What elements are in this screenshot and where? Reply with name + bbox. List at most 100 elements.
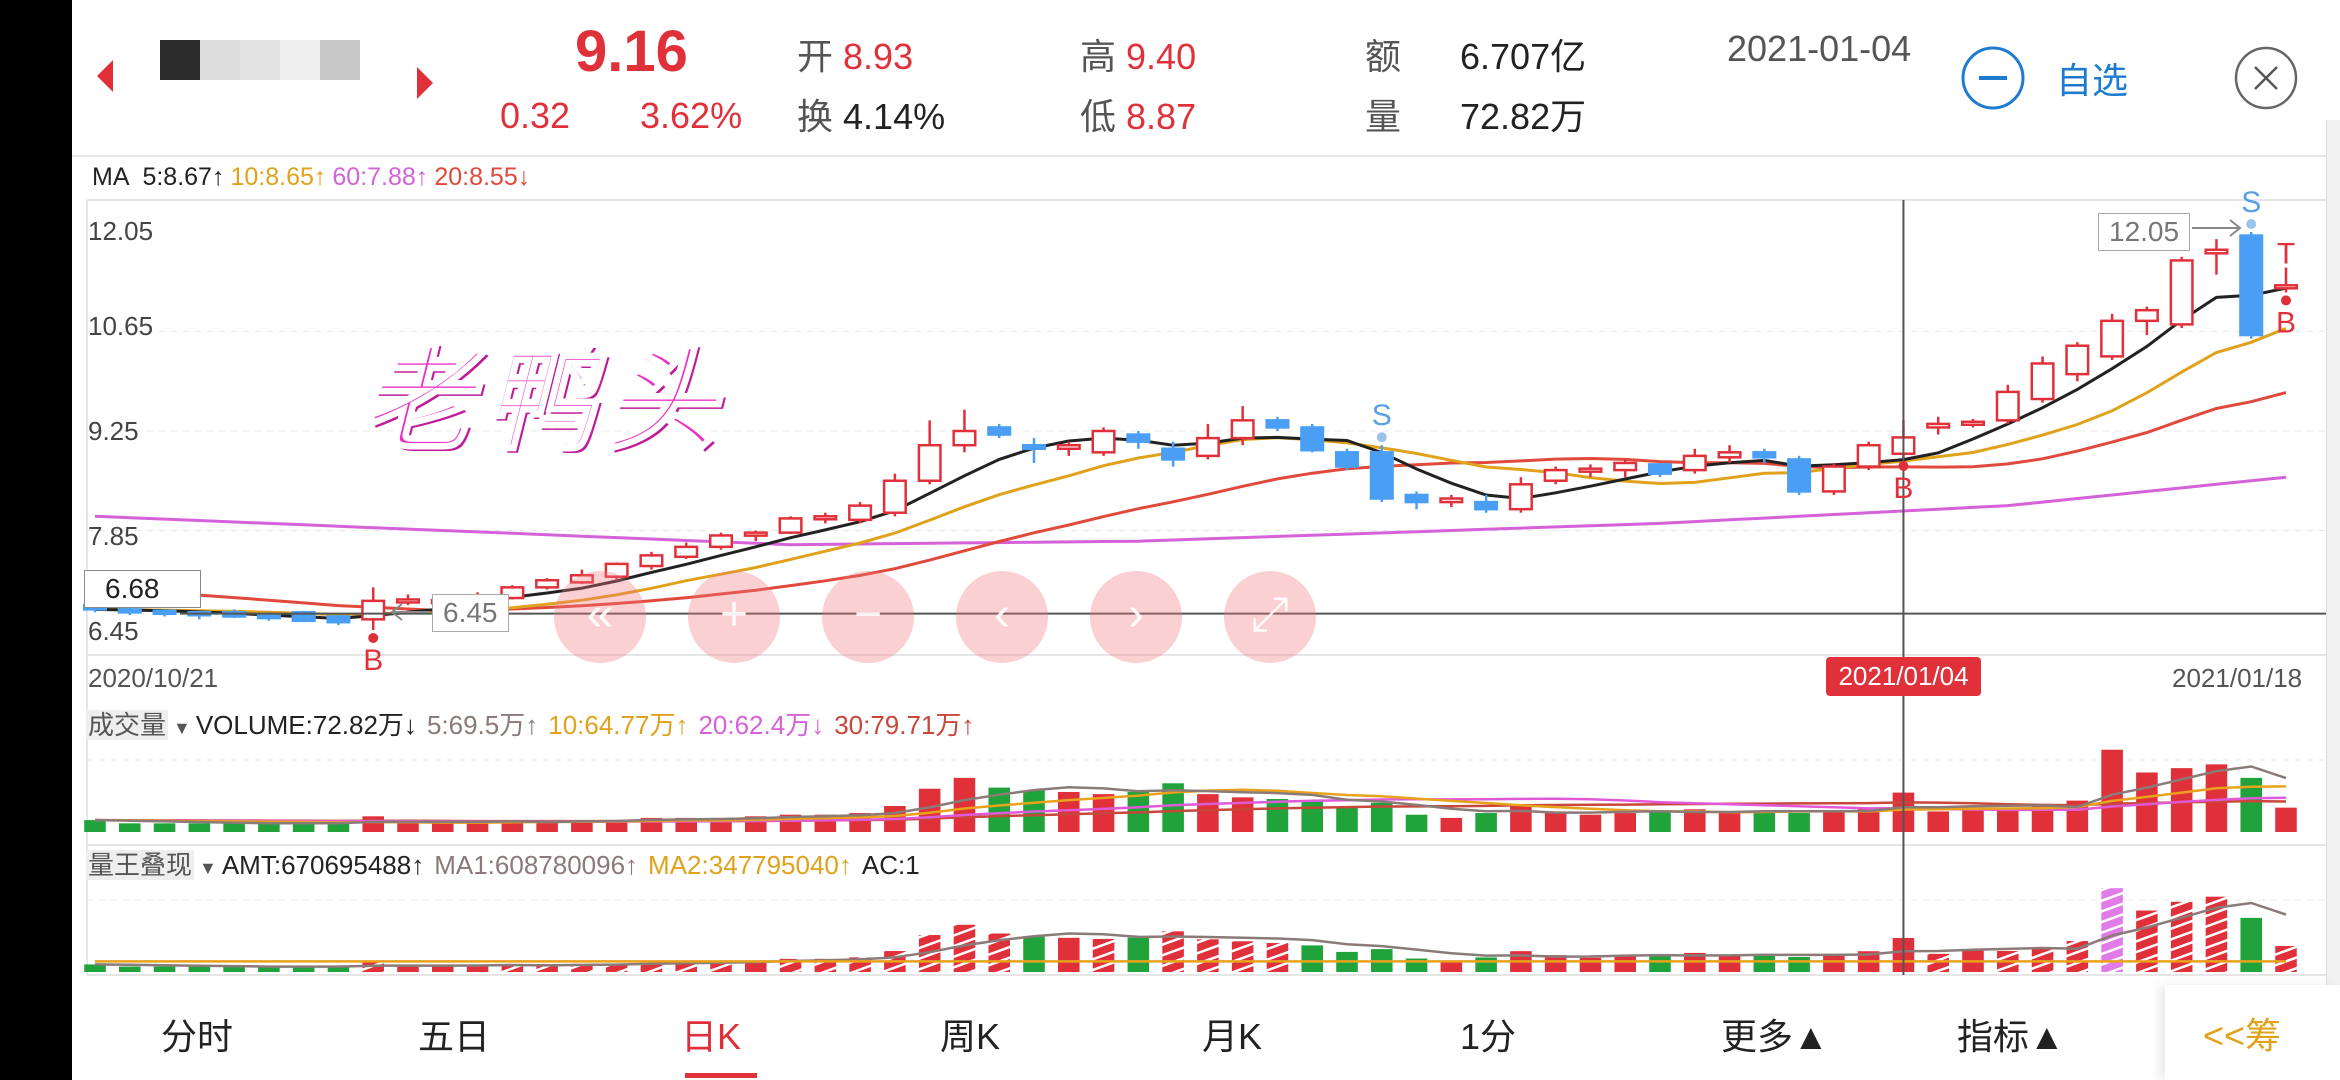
buy-signal-label: B (2276, 306, 2296, 339)
candle-body (2065, 344, 2090, 376)
amount-label: 额 (1365, 36, 1402, 77)
price-axis-label: 6.45 (88, 616, 139, 646)
candle-body (1195, 436, 1220, 458)
candle-body (1404, 493, 1429, 504)
turnover-label: 换 (797, 96, 834, 137)
scroll-left-button[interactable]: ‹ (956, 571, 1048, 663)
candle (2100, 313, 2125, 360)
ma60-line (94, 475, 2287, 547)
volume-bar (536, 820, 558, 832)
amt-bar (953, 924, 976, 972)
zoom-in-button[interactable]: + (688, 571, 780, 663)
volume-bar (188, 823, 211, 832)
candle-body (813, 515, 838, 521)
sell-signal-dot (1376, 432, 1387, 443)
volume-bar (1475, 813, 1497, 832)
candle-body (1300, 426, 1325, 452)
high-marker-arrow (2192, 219, 2242, 237)
volume-bar (2170, 768, 2193, 832)
scroll-start-button[interactable]: « (554, 571, 646, 663)
close-circle-icon[interactable] (2233, 45, 2299, 111)
candle (1682, 448, 1707, 474)
tab-1[interactable]: 五日 (418, 1016, 491, 1057)
price-axis-label: 10.65 (88, 311, 154, 341)
amt-bar (675, 961, 698, 972)
candle-body (2030, 362, 2055, 401)
candle-body (1926, 422, 1951, 429)
dropdown-icon[interactable]: ▼ (194, 858, 222, 878)
volume-bar (2031, 806, 2054, 832)
candle (152, 609, 177, 617)
candle-body (2239, 234, 2264, 337)
amt-bar (2136, 910, 2158, 972)
amt-bar (2240, 917, 2263, 972)
amt-bar (1753, 954, 1776, 972)
candle (117, 607, 142, 616)
overlay-title: 老鸭头 (359, 337, 726, 465)
indicator-legend-item: 30:79.71万↑ (834, 710, 975, 740)
tab-2[interactable]: 日K (681, 1016, 742, 1057)
volume-bar (1510, 806, 1532, 832)
amt-bar (1649, 955, 1671, 972)
chip-label: <<筹 (2203, 1015, 2282, 1056)
scroll-right-button[interactable]: › (1090, 571, 1182, 663)
candle (778, 516, 803, 535)
indicator-legend-item: 10:64.77万↑ (548, 710, 689, 740)
price-axis-label: 12.05 (88, 216, 154, 246)
amt-bar (918, 935, 941, 972)
volume-bar (988, 787, 1011, 832)
watchlist-toggle-button[interactable]: 自选 (1960, 45, 2128, 111)
amt-bar (1927, 953, 1950, 972)
volume-value: 72.82万 (1460, 96, 1587, 137)
low-label: 低 (1080, 96, 1117, 137)
tab-6[interactable]: 更多▲ (1721, 1016, 1829, 1057)
volume-bar (1788, 813, 1810, 832)
dropdown-icon[interactable]: ▼ (168, 718, 196, 738)
volume-bar (1197, 794, 1219, 832)
amt-indicator-selector[interactable]: 量王叠现 (86, 850, 195, 880)
amt-bar (605, 964, 628, 972)
indicator-legend-item: 5:69.5万↑ (426, 710, 539, 740)
candle-body (152, 609, 177, 616)
candle (291, 610, 316, 623)
candle (604, 562, 629, 581)
volume-bar (118, 823, 141, 832)
candle (2169, 256, 2194, 328)
candle-body (291, 610, 316, 623)
zoom-out-button[interactable]: − (822, 571, 914, 663)
volume-bar (2275, 807, 2297, 832)
rotate-button[interactable]: ⤢ (1224, 571, 1316, 663)
low-value: 8.87 (1126, 96, 1197, 137)
candle-body (2204, 248, 2229, 255)
volume-bar (2240, 777, 2263, 832)
chip-panel-button[interactable]: <<筹 (2165, 985, 2340, 1080)
tab-0[interactable]: 分时 (161, 1016, 234, 1057)
candle (395, 594, 421, 606)
scrollbar[interactable] (2326, 120, 2340, 1080)
triangle-right-icon[interactable] (415, 65, 435, 101)
indicator-legend-item: 20:62.4万↓ (698, 710, 825, 740)
price-axis-label: 9.25 (88, 416, 139, 446)
candle-body (1334, 451, 1360, 468)
tab-4[interactable]: 月K (1202, 1016, 1263, 1057)
volume-bar (2101, 749, 2123, 832)
candle (882, 473, 907, 517)
volume-indicator-selector[interactable]: 成交量 (86, 710, 169, 740)
candle-body (848, 504, 873, 522)
amt-bar (188, 966, 211, 972)
triangle-left-icon[interactable] (95, 58, 115, 94)
volume-bar (292, 823, 315, 832)
tab-7[interactable]: 指标▲ (1957, 1016, 2065, 1057)
volume-bar (1649, 811, 1671, 832)
tab-3[interactable]: 周K (940, 1016, 1001, 1057)
amt-bar (1788, 956, 1810, 972)
tab-5[interactable]: 1分 (1460, 1016, 1517, 1057)
amt-bar (1023, 936, 1045, 972)
candle (2239, 232, 2264, 339)
candle-body (708, 534, 734, 549)
candle-body (743, 531, 768, 537)
candle (2273, 267, 2299, 293)
volume-bar (1962, 807, 1984, 832)
amt-bar (1440, 960, 1463, 972)
